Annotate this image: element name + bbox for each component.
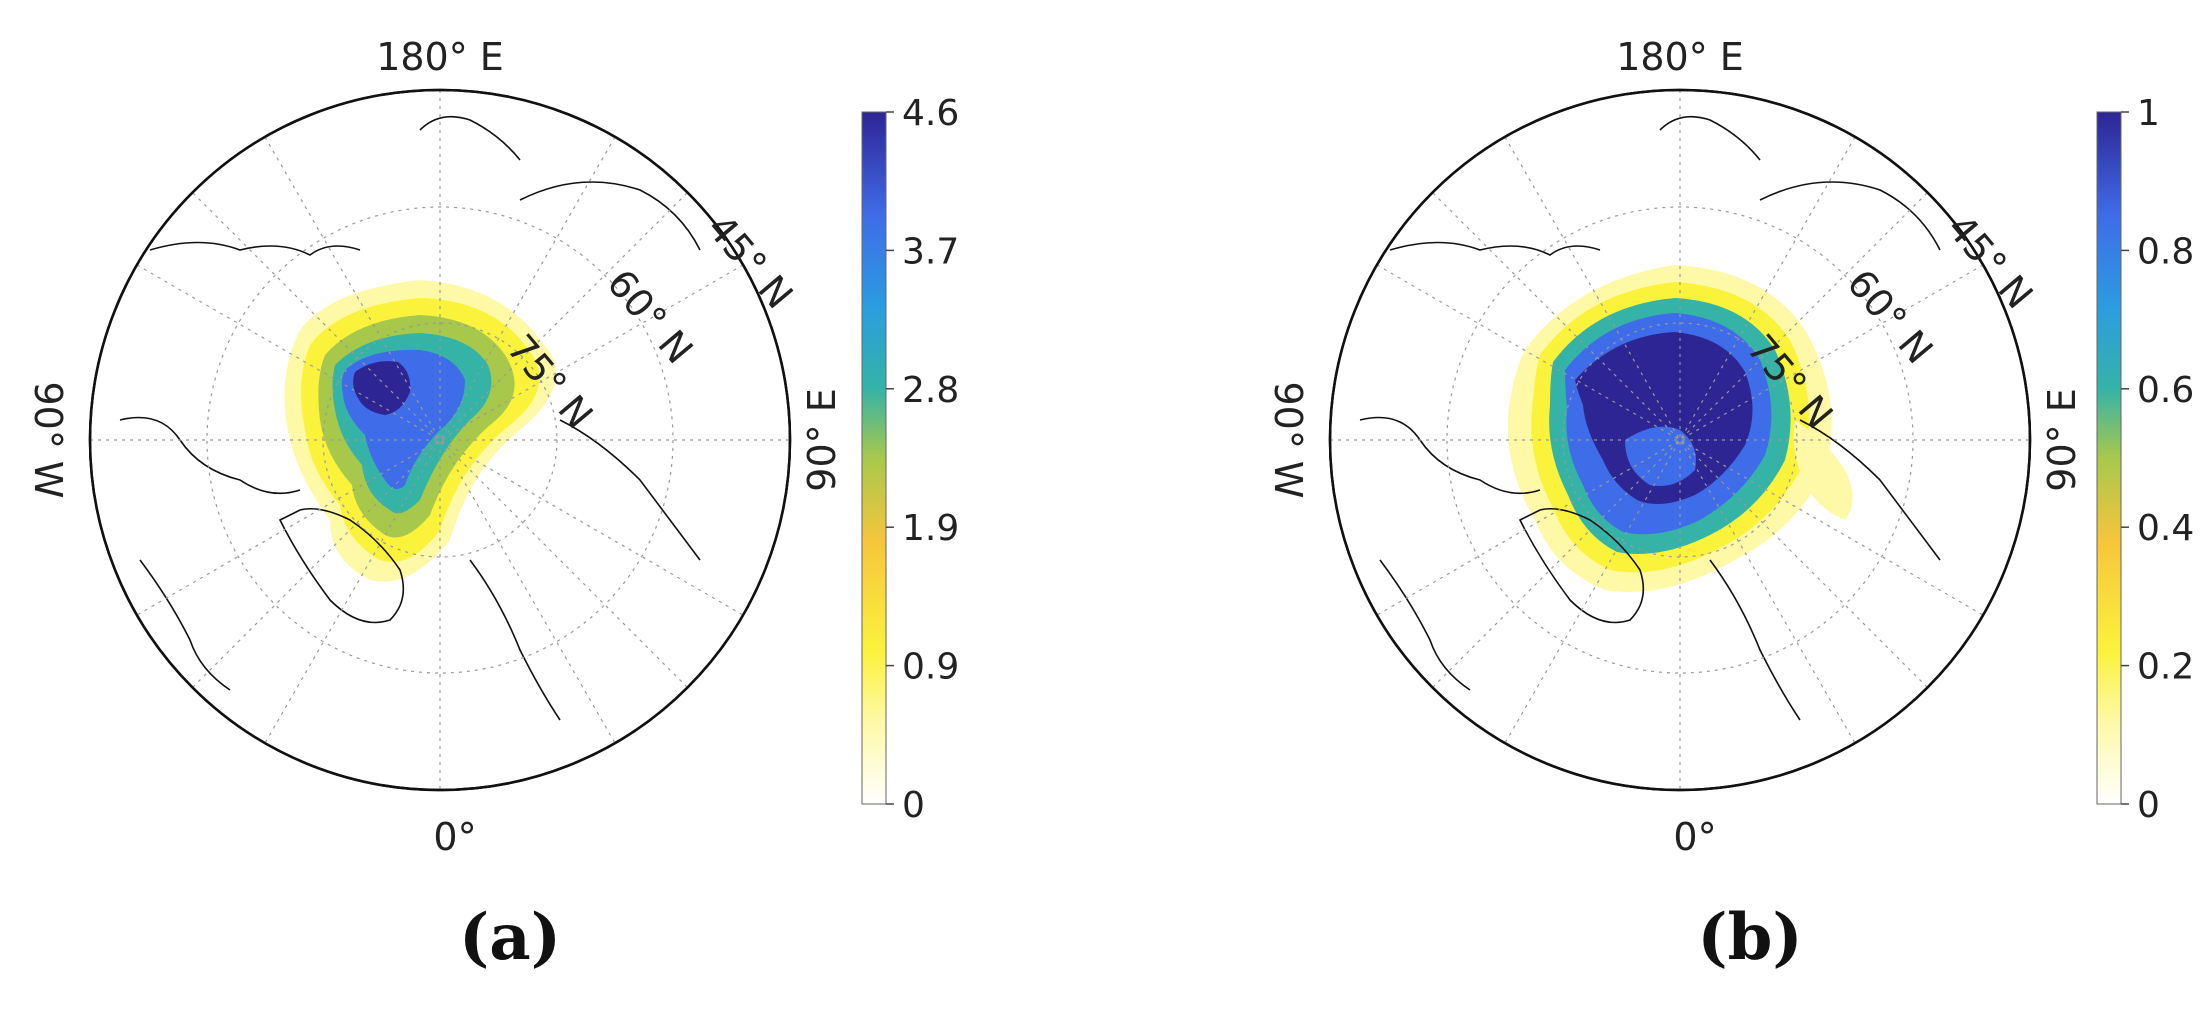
panel-a: 180° E 0° 90° W 90° E 45° N 60° N 75° N <box>0 0 1105 1026</box>
colorbar-tick-label: 1 <box>2137 93 2160 134</box>
colorbar-tick-label: 3.7 <box>902 231 959 272</box>
left-label-a: 90° W <box>26 381 70 498</box>
bottom-label-a: 0° <box>433 815 476 859</box>
polar-map-a: 180° E 0° 90° W 90° E 45° N 60° N 75° N <box>26 35 959 859</box>
right-label-b: 90° E <box>2040 388 2084 491</box>
colorbar-tick-label: 4.6 <box>902 93 959 134</box>
colorbar-tick-label: 0.6 <box>2137 370 2194 411</box>
top-label-b: 180° E <box>1616 35 1744 79</box>
colorbar-tick-label: 2.8 <box>902 370 959 411</box>
polar-map-b: 180° E 0° 90° W 90° E 45° N 60° N 75° N <box>1266 35 2194 859</box>
colorbar-tick-label: 0 <box>2137 785 2160 826</box>
sea-ice-field-b <box>1330 90 2030 790</box>
colorbar-tick-label: 1.9 <box>902 508 959 549</box>
top-label-a: 180° E <box>376 35 504 79</box>
panel-label-b: (b) <box>1697 900 1803 975</box>
bottom-label-b: 0° <box>1673 815 1716 859</box>
colorbar-tick-label: 0 <box>902 785 925 826</box>
panel-b: 180° E 0° 90° W 90° E 45° N 60° N 75° N <box>1105 0 2210 1026</box>
right-label-a: 90° E <box>800 388 844 491</box>
colorbar-tick-label: 0.8 <box>2137 231 2194 272</box>
panel-label-a: (a) <box>458 900 562 975</box>
colorbar-a: 4.6 3.7 2.8 1.9 0.9 0 <box>861 93 959 826</box>
colorbar-tick-label: 0.4 <box>2137 508 2194 549</box>
colorbar-b: 1 0.8 0.6 0.4 0.2 0 <box>2096 93 2194 826</box>
colorbar-tick-label: 0.2 <box>2137 647 2194 688</box>
sea-ice-field-a <box>90 90 790 790</box>
colorbar-tick-label: 0.9 <box>902 647 959 688</box>
left-label-b: 90° W <box>1266 381 1310 498</box>
